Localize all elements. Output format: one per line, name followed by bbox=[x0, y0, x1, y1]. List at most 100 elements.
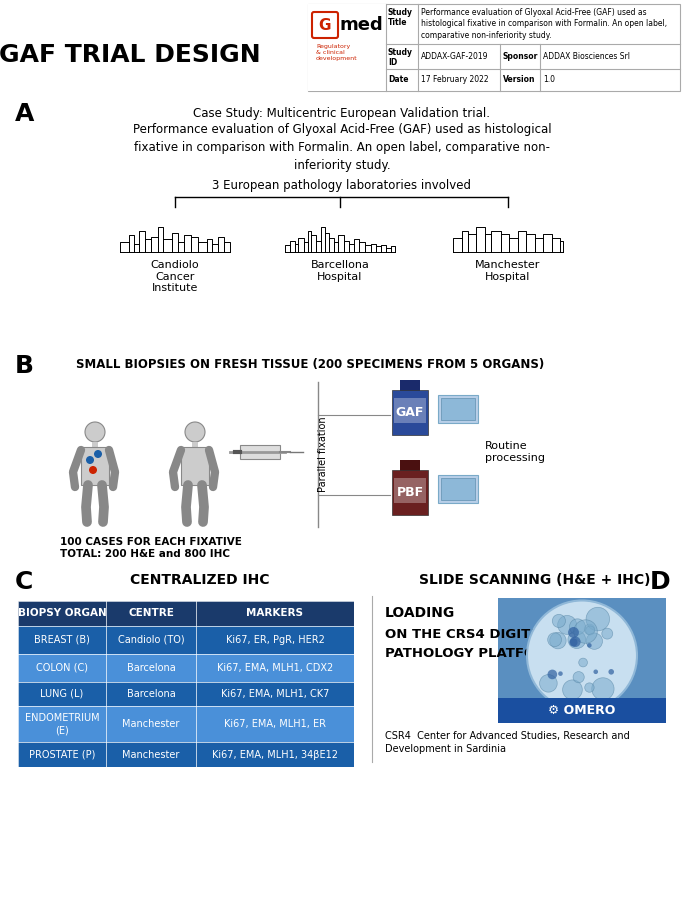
Text: PROSTATE (P): PROSTATE (P) bbox=[29, 750, 95, 760]
Bar bbox=[438, 395, 478, 423]
Bar bbox=[392, 390, 428, 435]
Circle shape bbox=[569, 619, 586, 635]
Text: GAF: GAF bbox=[396, 405, 424, 418]
Text: LOADING: LOADING bbox=[385, 606, 456, 620]
Text: Barcelona: Barcelona bbox=[127, 663, 175, 673]
Text: 1.0: 1.0 bbox=[543, 76, 555, 85]
Bar bbox=[240, 445, 280, 459]
Bar bbox=[438, 475, 478, 503]
Text: Routine
processing: Routine processing bbox=[485, 441, 545, 463]
Bar bbox=[81, 447, 109, 485]
Text: Manchester: Manchester bbox=[123, 750, 179, 760]
Circle shape bbox=[85, 422, 105, 442]
Circle shape bbox=[562, 680, 582, 699]
Text: Study
ID: Study ID bbox=[388, 48, 413, 68]
Text: Ki67, ER, PgR, HER2: Ki67, ER, PgR, HER2 bbox=[225, 635, 325, 645]
Text: C: C bbox=[15, 570, 34, 594]
Text: G: G bbox=[319, 17, 332, 33]
Text: Candiolo (TO): Candiolo (TO) bbox=[118, 635, 184, 645]
Text: Study
Title: Study Title bbox=[388, 8, 413, 27]
Circle shape bbox=[552, 614, 566, 627]
Bar bbox=[106, 626, 196, 654]
Bar bbox=[18, 742, 106, 767]
Bar bbox=[498, 698, 666, 723]
Text: Performance evaluation of Glyoxal Acid-Free (GAF) used as
histological fixative : Performance evaluation of Glyoxal Acid-F… bbox=[421, 8, 667, 40]
Circle shape bbox=[608, 669, 614, 675]
Text: Barcelona: Barcelona bbox=[127, 689, 175, 699]
Bar bbox=[106, 706, 196, 742]
Bar bbox=[308, 4, 680, 91]
Text: Candiolo
Cancer
Institute: Candiolo Cancer Institute bbox=[151, 260, 199, 293]
Text: PBF: PBF bbox=[397, 486, 423, 498]
Text: Performance evaluation of Glyoxal Acid-Free (GAF) used as histological
fixative : Performance evaluation of Glyoxal Acid-F… bbox=[133, 123, 551, 172]
Circle shape bbox=[527, 601, 637, 710]
Circle shape bbox=[569, 638, 577, 646]
Circle shape bbox=[89, 466, 97, 474]
Text: ENDOMETRIUM
(E): ENDOMETRIUM (E) bbox=[25, 713, 99, 735]
Text: Ki67, EMA, MLH1, ER: Ki67, EMA, MLH1, ER bbox=[224, 719, 326, 729]
Bar bbox=[196, 654, 354, 682]
Text: Manchester: Manchester bbox=[123, 719, 179, 729]
Text: BREAST (B): BREAST (B) bbox=[34, 635, 90, 645]
Text: ON THE CRS4 DIGITAL
PATHOLOGY PLATFORM: ON THE CRS4 DIGITAL PATHOLOGY PLATFORM bbox=[385, 628, 559, 660]
Text: Ki67, EMA, MLH1, CK7: Ki67, EMA, MLH1, CK7 bbox=[221, 689, 329, 699]
Text: MARKERS: MARKERS bbox=[247, 608, 303, 618]
Circle shape bbox=[602, 628, 612, 639]
Circle shape bbox=[94, 450, 102, 458]
Circle shape bbox=[568, 631, 586, 648]
Bar bbox=[92, 442, 98, 447]
Text: COLON (C): COLON (C) bbox=[36, 663, 88, 673]
Text: SLIDE SCANNING (H&E + IHC): SLIDE SCANNING (H&E + IHC) bbox=[419, 573, 651, 587]
Bar bbox=[192, 442, 198, 447]
Text: CSR4  Center for Advanced Studies, Research and
Development in Sardinia: CSR4 Center for Advanced Studies, Resear… bbox=[385, 731, 630, 754]
Bar bbox=[196, 682, 354, 706]
Circle shape bbox=[573, 672, 584, 683]
Text: Manchester
Hospital: Manchester Hospital bbox=[475, 260, 540, 281]
Circle shape bbox=[185, 422, 205, 442]
Circle shape bbox=[585, 683, 594, 692]
Text: Sponsor: Sponsor bbox=[503, 52, 538, 61]
Text: ⚙ OMERO: ⚙ OMERO bbox=[548, 704, 616, 717]
FancyBboxPatch shape bbox=[312, 12, 338, 38]
Bar bbox=[400, 460, 420, 472]
Text: SMALL BIOPSIES ON FRESH TISSUE (200 SPECIMENS FROM 5 ORGANS): SMALL BIOPSIES ON FRESH TISSUE (200 SPEC… bbox=[76, 358, 544, 371]
Text: Regulatory
& clinical
development: Regulatory & clinical development bbox=[316, 44, 358, 61]
Text: ADDAX-GAF-2019: ADDAX-GAF-2019 bbox=[421, 52, 488, 61]
Bar bbox=[196, 626, 354, 654]
Bar bbox=[106, 601, 196, 626]
Bar bbox=[196, 601, 354, 626]
Circle shape bbox=[579, 658, 588, 666]
Bar bbox=[392, 470, 428, 515]
Circle shape bbox=[586, 626, 595, 635]
Bar bbox=[196, 706, 354, 742]
Text: 3 European pathology laboratories involved: 3 European pathology laboratories involv… bbox=[212, 179, 471, 192]
Text: 17 February 2022: 17 February 2022 bbox=[421, 76, 488, 85]
Text: Ki67, EMA, MLH1, CDX2: Ki67, EMA, MLH1, CDX2 bbox=[217, 663, 333, 673]
Text: Parallel fixation: Parallel fixation bbox=[318, 416, 328, 492]
Bar bbox=[394, 398, 426, 423]
Text: D: D bbox=[649, 570, 670, 594]
Circle shape bbox=[568, 627, 579, 638]
Circle shape bbox=[86, 456, 94, 464]
Circle shape bbox=[592, 677, 614, 700]
Circle shape bbox=[547, 669, 557, 679]
Text: LUNG (L): LUNG (L) bbox=[40, 689, 84, 699]
Bar bbox=[196, 742, 354, 767]
Bar bbox=[106, 654, 196, 682]
Bar bbox=[18, 682, 106, 706]
Text: A: A bbox=[15, 102, 34, 126]
Bar bbox=[181, 447, 209, 485]
Circle shape bbox=[586, 633, 603, 649]
Circle shape bbox=[593, 669, 598, 674]
Bar bbox=[106, 682, 196, 706]
Bar bbox=[498, 598, 666, 723]
Bar bbox=[308, 4, 386, 91]
Text: Barcellona
Hospital: Barcellona Hospital bbox=[310, 260, 369, 281]
Circle shape bbox=[548, 633, 562, 646]
Text: CENTRE: CENTRE bbox=[128, 608, 174, 618]
Bar bbox=[400, 380, 420, 392]
Bar bbox=[441, 478, 475, 500]
Circle shape bbox=[550, 633, 566, 649]
Text: BIOPSY ORGAN: BIOPSY ORGAN bbox=[18, 608, 106, 618]
Circle shape bbox=[540, 675, 557, 692]
